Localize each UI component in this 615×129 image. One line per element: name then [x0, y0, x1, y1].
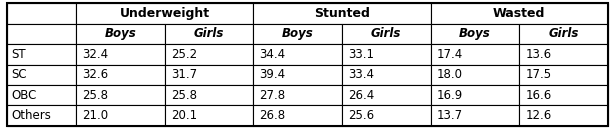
Text: Boys: Boys [459, 27, 491, 40]
Bar [342, 24, 430, 44]
Bar [253, 3, 430, 24]
Text: 20.1: 20.1 [171, 109, 197, 122]
Bar [519, 24, 608, 44]
Bar [7, 64, 76, 85]
Bar [253, 105, 342, 126]
Text: 13.6: 13.6 [525, 48, 551, 61]
Text: 39.4: 39.4 [260, 68, 286, 81]
Text: Girls: Girls [194, 27, 224, 40]
Text: 25.8: 25.8 [171, 89, 197, 102]
Text: Girls: Girls [548, 27, 579, 40]
Bar [76, 3, 253, 24]
Bar [76, 85, 165, 105]
Text: Boys: Boys [105, 27, 137, 40]
Bar [519, 44, 608, 64]
Text: ST: ST [11, 48, 26, 61]
Bar [7, 44, 76, 64]
Text: Stunted: Stunted [314, 7, 370, 20]
Bar [165, 24, 253, 44]
Text: Underweight: Underweight [120, 7, 210, 20]
Text: 34.4: 34.4 [260, 48, 286, 61]
Text: SC: SC [11, 68, 26, 81]
Bar [165, 44, 253, 64]
Text: 17.5: 17.5 [525, 68, 551, 81]
Bar [253, 24, 342, 44]
Text: 25.6: 25.6 [348, 109, 374, 122]
Text: OBC: OBC [11, 89, 36, 102]
Bar [342, 44, 430, 64]
Bar [165, 85, 253, 105]
Text: 12.6: 12.6 [525, 109, 552, 122]
Text: 16.9: 16.9 [437, 89, 463, 102]
Text: 32.6: 32.6 [82, 68, 109, 81]
Text: 31.7: 31.7 [171, 68, 197, 81]
Bar [430, 105, 519, 126]
Bar [430, 44, 519, 64]
Bar [7, 105, 76, 126]
Text: 25.8: 25.8 [82, 89, 108, 102]
Bar [165, 64, 253, 85]
Bar [7, 24, 76, 44]
Bar [76, 44, 165, 64]
Bar [165, 105, 253, 126]
Text: 26.4: 26.4 [348, 89, 375, 102]
Bar [430, 24, 519, 44]
Text: 21.0: 21.0 [82, 109, 109, 122]
Bar [519, 105, 608, 126]
Text: 16.6: 16.6 [525, 89, 552, 102]
Text: 32.4: 32.4 [82, 48, 109, 61]
Text: 33.1: 33.1 [348, 48, 374, 61]
Bar [253, 44, 342, 64]
Bar [342, 64, 430, 85]
Text: 13.7: 13.7 [437, 109, 462, 122]
Bar [76, 105, 165, 126]
Bar [7, 3, 76, 24]
Bar [342, 85, 430, 105]
Text: Girls: Girls [371, 27, 402, 40]
Bar [253, 64, 342, 85]
Bar [430, 64, 519, 85]
Bar [76, 64, 165, 85]
Text: 33.4: 33.4 [348, 68, 374, 81]
Text: Others: Others [11, 109, 51, 122]
Bar [430, 3, 608, 24]
Text: 25.2: 25.2 [171, 48, 197, 61]
Text: Boys: Boys [282, 27, 314, 40]
Bar [253, 85, 342, 105]
Text: 18.0: 18.0 [437, 68, 462, 81]
Text: Wasted: Wasted [493, 7, 546, 20]
Bar [76, 24, 165, 44]
Bar [342, 105, 430, 126]
Bar [519, 64, 608, 85]
Text: 17.4: 17.4 [437, 48, 463, 61]
Text: 26.8: 26.8 [260, 109, 286, 122]
Bar [430, 85, 519, 105]
Bar [7, 85, 76, 105]
Text: 27.8: 27.8 [260, 89, 286, 102]
Bar [519, 85, 608, 105]
